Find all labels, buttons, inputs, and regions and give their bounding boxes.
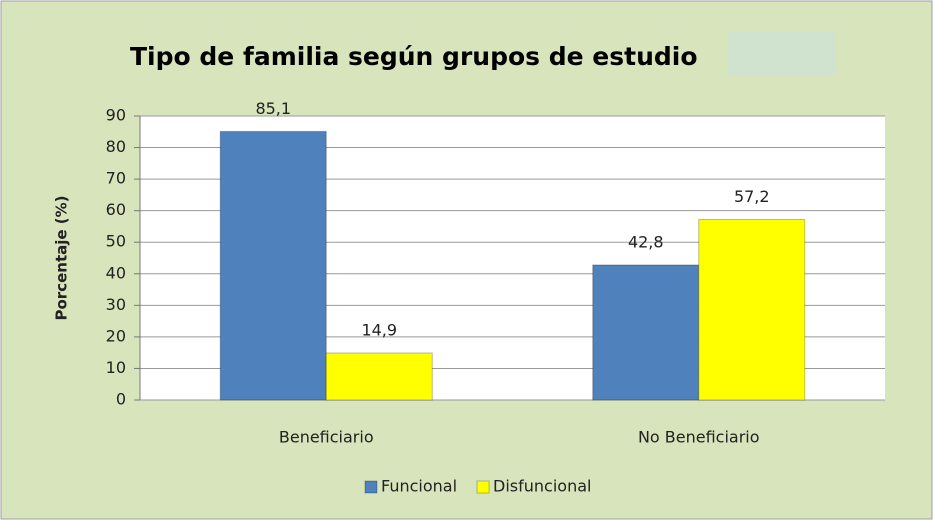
y-tick-label: 20 [106, 326, 126, 345]
bar [592, 264, 700, 401]
value-label: 14,9 [361, 320, 397, 339]
y-tick-label: 90 [106, 106, 126, 125]
legend-label: Funcional [381, 477, 457, 496]
y-tick-label: 30 [106, 295, 126, 314]
legend-swatch [476, 480, 490, 494]
y-tick-label: 80 [106, 137, 126, 156]
value-label: 42,8 [628, 232, 664, 251]
x-tick-label: No Beneficiario [638, 428, 760, 447]
value-label: 57,2 [734, 187, 770, 206]
y-tick-label: 40 [106, 263, 126, 282]
x-tick-label: Beneficiario [279, 428, 374, 447]
decoration [728, 32, 836, 76]
y-tick-label: 10 [106, 358, 126, 377]
y-tick-label: 70 [106, 169, 126, 188]
bar [698, 219, 806, 401]
y-tick-label: 0 [116, 390, 126, 409]
y-axis-label: Porcentaje (%) [53, 195, 71, 320]
legend-label: Disfuncional [493, 477, 591, 496]
bar [219, 130, 327, 401]
chart-title: Tipo de familia según grupos de estudio [130, 42, 698, 71]
legend-swatch [364, 480, 378, 494]
y-tick-label: 60 [106, 200, 126, 219]
value-label: 85,1 [255, 99, 291, 118]
y-tick-label: 50 [106, 232, 126, 251]
bar [325, 352, 433, 401]
